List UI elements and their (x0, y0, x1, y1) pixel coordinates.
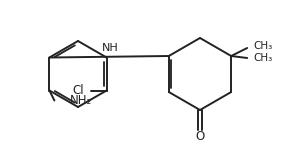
Text: CH₃: CH₃ (253, 41, 272, 51)
Text: NH: NH (102, 43, 118, 53)
Text: CH₃: CH₃ (253, 53, 272, 63)
Text: Cl: Cl (72, 84, 84, 97)
Text: NH₂: NH₂ (69, 94, 92, 107)
Text: O: O (195, 131, 205, 143)
